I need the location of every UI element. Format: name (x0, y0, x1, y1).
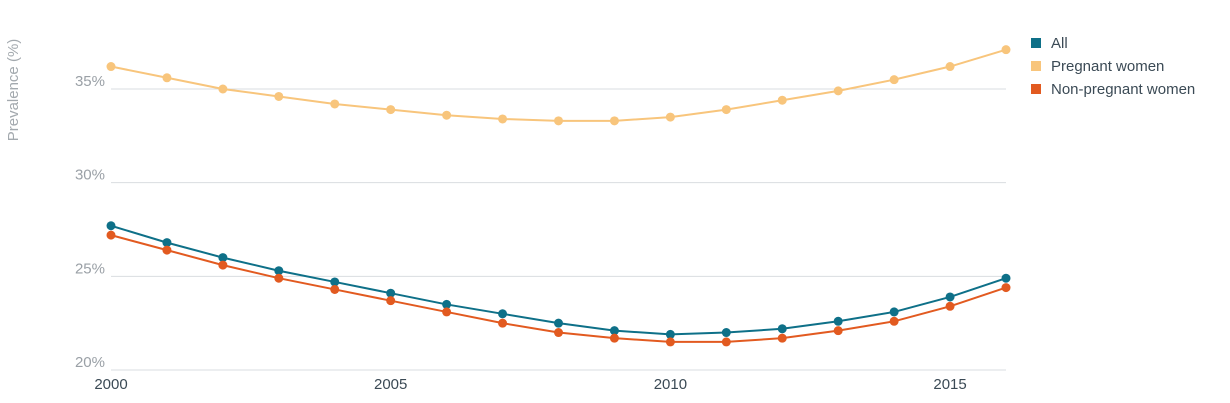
data-point (945, 292, 955, 302)
y-tick-label: 35% (75, 73, 105, 90)
series-line (110, 48, 1007, 122)
data-point (665, 337, 675, 347)
data-point (609, 333, 619, 343)
x-tick-label: 2015 (933, 376, 966, 393)
data-point (330, 99, 340, 109)
data-point (777, 333, 787, 343)
x-tick-label: 2000 (94, 376, 127, 393)
data-point (945, 301, 955, 311)
data-point (1001, 273, 1011, 283)
series-pregnant-women (106, 45, 1011, 126)
data-point (889, 316, 899, 326)
x-axis-ticks: 2000 2005 2010 2015 (94, 376, 966, 393)
data-point (386, 296, 396, 306)
data-point (889, 307, 899, 317)
data-point (218, 253, 228, 263)
legend-label: Pregnant women (1051, 58, 1164, 75)
data-point (218, 84, 228, 94)
series-line (110, 224, 1007, 336)
data-point (1001, 283, 1011, 293)
data-point (833, 86, 843, 96)
data-point (665, 329, 675, 339)
data-point (330, 277, 340, 287)
data-point (721, 337, 731, 347)
gridlines (111, 88, 1006, 371)
data-point (609, 326, 619, 336)
y-tick-label: 25% (75, 260, 105, 277)
data-point (554, 318, 563, 328)
series-non-pregnant-women (106, 230, 1011, 347)
data-point (442, 307, 452, 317)
y-axis-label: Prevalence (%) (5, 39, 22, 142)
data-point (386, 288, 396, 298)
legend-swatch (1031, 38, 1041, 48)
data-point (498, 318, 508, 328)
x-tick-label: 2005 (374, 376, 407, 393)
data-point (833, 316, 843, 326)
data-point (721, 328, 731, 338)
series-all (106, 221, 1011, 339)
legend: All Pregnant women Non-pregnant women (1031, 35, 1195, 98)
data-point (162, 238, 172, 248)
data-point (609, 116, 619, 126)
data-point (665, 112, 675, 122)
legend-swatch (1031, 61, 1041, 71)
legend-label: All (1051, 35, 1068, 52)
data-point (554, 116, 563, 126)
y-tick-label: 20% (75, 354, 105, 371)
data-point (777, 324, 787, 334)
y-tick-label: 30% (75, 167, 105, 184)
data-point (274, 266, 284, 276)
data-point (945, 62, 955, 72)
data-point (106, 230, 116, 240)
data-point (889, 75, 899, 85)
data-point (442, 299, 452, 309)
series-lines (106, 45, 1011, 347)
data-point (274, 273, 284, 283)
data-point (1001, 45, 1011, 55)
data-point (386, 105, 396, 115)
data-point (106, 221, 116, 231)
data-point (442, 110, 452, 120)
data-point (218, 260, 228, 270)
legend-swatch (1031, 84, 1041, 94)
x-tick-label: 2010 (654, 376, 687, 393)
data-point (721, 105, 731, 115)
data-point (162, 73, 172, 83)
data-point (833, 326, 843, 336)
data-point (554, 328, 563, 338)
legend-label: Non-pregnant women (1051, 81, 1195, 98)
data-point (106, 62, 116, 72)
data-point (274, 91, 284, 101)
data-point (498, 309, 508, 319)
data-point (330, 284, 340, 294)
data-point (777, 95, 787, 105)
data-point (162, 245, 172, 255)
y-axis-ticks: 20% 25% 30% 35% (75, 73, 105, 371)
data-point (498, 114, 508, 124)
